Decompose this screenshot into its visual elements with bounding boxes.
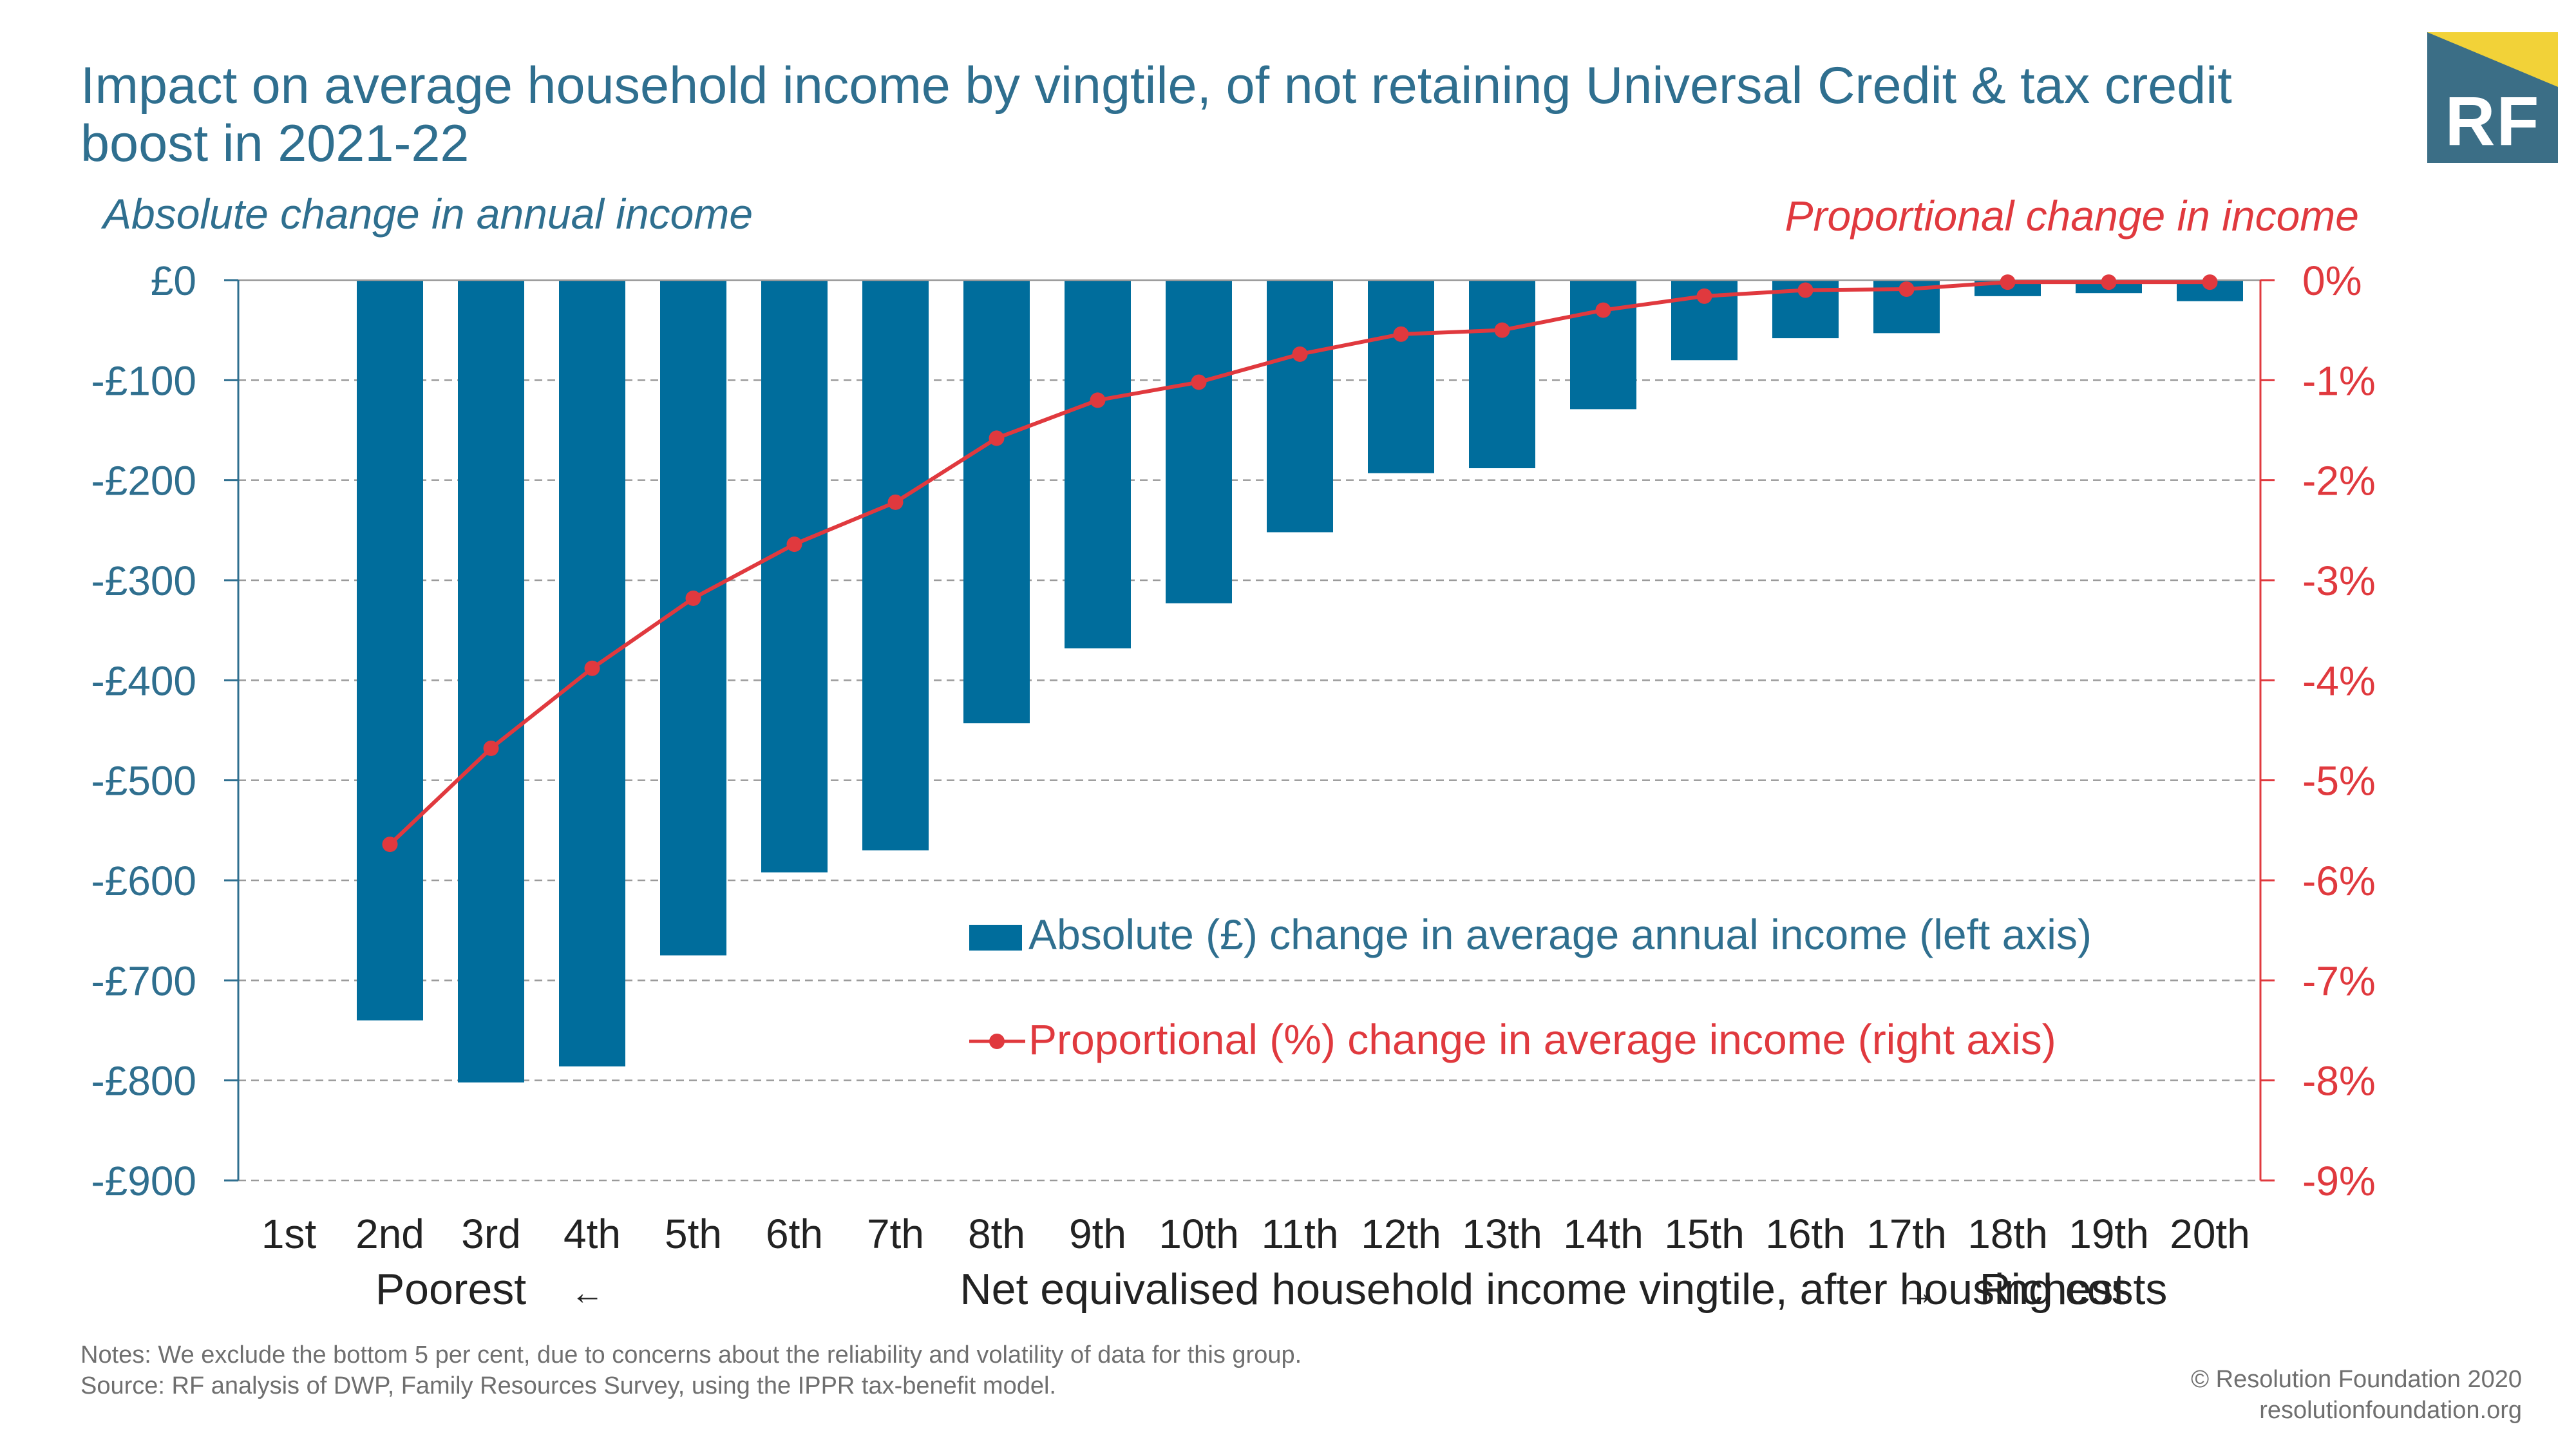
bar-2nd bbox=[357, 280, 423, 1021]
x-tick-label: 18th bbox=[1967, 1211, 2048, 1257]
chart-title: Impact on average household income by vi… bbox=[80, 57, 2232, 173]
x-tick-label: 5th bbox=[665, 1211, 722, 1257]
x-tick-label: 4th bbox=[564, 1211, 621, 1257]
x-tick-label: 17th bbox=[1866, 1211, 1947, 1257]
legend-line-label: Proportional (%) change in average incom… bbox=[1028, 1016, 2056, 1063]
line-point bbox=[1595, 302, 1611, 318]
copyright-block: © Resolution Foundation 2020 resolutionf… bbox=[2191, 1364, 2522, 1426]
x-tick-label: 15th bbox=[1664, 1211, 1745, 1257]
line-point bbox=[584, 660, 600, 676]
x-tick-label: 20th bbox=[2170, 1211, 2250, 1257]
line-point bbox=[1494, 322, 1510, 338]
line-point bbox=[1191, 374, 1207, 390]
legend-bar-swatch bbox=[969, 925, 1022, 951]
right-axis-title: Proportional change in income bbox=[1785, 192, 2359, 240]
right-tick-label: 0% bbox=[2302, 258, 2362, 304]
line-point bbox=[1090, 392, 1106, 408]
logo-accent-triangle bbox=[2427, 32, 2558, 87]
left-tick-label: -£800 bbox=[91, 1058, 196, 1104]
left-tick-label: -£600 bbox=[91, 858, 196, 904]
x-axis-title-part: ← bbox=[571, 1274, 604, 1312]
x-axis-title-part: → bbox=[1902, 1274, 1936, 1312]
line-point bbox=[1393, 326, 1409, 342]
x-tick-label: 14th bbox=[1563, 1211, 1643, 1257]
x-tick-label: 9th bbox=[1069, 1211, 1126, 1257]
notes-block: Notes: We exclude the bottom 5 per cent,… bbox=[80, 1340, 1302, 1401]
x-axis-title-part: Poorest bbox=[375, 1265, 526, 1314]
logo-text: RF bbox=[2445, 82, 2541, 160]
right-tick-label: -9% bbox=[2302, 1158, 2376, 1204]
bar-9th bbox=[1065, 280, 1131, 649]
right-tick-label: -8% bbox=[2302, 1058, 2376, 1104]
rf-logo: RF bbox=[2427, 32, 2558, 163]
x-tick-label: 3rd bbox=[461, 1211, 521, 1257]
legend-bar-label: Absolute (£) change in average annual in… bbox=[1028, 911, 2092, 958]
left-tick-label: -£200 bbox=[91, 458, 196, 504]
line-point bbox=[382, 837, 398, 853]
x-tick-label: 2nd bbox=[355, 1211, 424, 1257]
line-point bbox=[786, 536, 802, 553]
bar-14th bbox=[1570, 280, 1636, 410]
right-tick-label: -2% bbox=[2302, 458, 2376, 504]
bar-3rd bbox=[458, 280, 524, 1083]
left-tick-label: -£700 bbox=[91, 958, 196, 1004]
left-tick-label: £0 bbox=[151, 258, 196, 304]
bar-6th bbox=[761, 280, 828, 873]
line-point bbox=[1696, 288, 1712, 304]
right-tick-label: -1% bbox=[2302, 357, 2376, 404]
line-point bbox=[483, 740, 499, 756]
line-point bbox=[887, 494, 904, 510]
source-text: Source: RF analysis of DWP, Family Resou… bbox=[80, 1372, 1056, 1399]
bar-13th bbox=[1469, 280, 1535, 469]
chart-svg: £0 -£100 -£200 -£300 -£400 -£500 -£600 -£700 -£8… bbox=[91, 258, 2376, 1314]
notes-text: Notes: We exclude the bottom 5 per cent,… bbox=[80, 1341, 1302, 1368]
x-axis-title-part: Richest bbox=[1980, 1265, 2126, 1314]
line-point bbox=[1899, 281, 1915, 297]
bar-12th bbox=[1368, 280, 1434, 473]
line-point bbox=[685, 590, 701, 606]
left-tick-label: -£400 bbox=[91, 658, 196, 704]
x-tick-label: 13th bbox=[1462, 1211, 1542, 1257]
website-text: resolutionfoundation.org bbox=[2259, 1397, 2522, 1424]
right-tick-label: -6% bbox=[2302, 858, 2376, 904]
line-point bbox=[1292, 346, 1308, 362]
bar-5th bbox=[660, 280, 726, 956]
right-tick-label: -7% bbox=[2302, 958, 2376, 1004]
left-tick-label: -£500 bbox=[91, 758, 196, 804]
x-tick-label: 10th bbox=[1159, 1211, 1239, 1257]
left-axis-title: Absolute change in annual income bbox=[103, 190, 753, 238]
copyright-text: © Resolution Foundation 2020 bbox=[2191, 1366, 2522, 1393]
left-tick-label: -£300 bbox=[91, 558, 196, 604]
bar-10th bbox=[1166, 280, 1232, 603]
legend-line-marker bbox=[989, 1034, 1005, 1049]
x-tick-label: 7th bbox=[867, 1211, 924, 1257]
line-point bbox=[2101, 274, 2117, 290]
line-point bbox=[2202, 274, 2218, 290]
right-tick-label: -5% bbox=[2302, 758, 2376, 804]
line-point bbox=[1797, 282, 1814, 298]
x-tick-label: 1st bbox=[261, 1211, 317, 1257]
bar-8th bbox=[963, 280, 1030, 724]
line-point bbox=[989, 430, 1005, 446]
x-tick-label: 12th bbox=[1361, 1211, 1441, 1257]
right-tick-label: -3% bbox=[2302, 558, 2376, 604]
left-tick-label: -£900 bbox=[91, 1158, 196, 1204]
line-point bbox=[2000, 274, 2016, 290]
right-tick-label: -4% bbox=[2302, 658, 2376, 704]
bar-11th bbox=[1267, 280, 1333, 533]
x-tick-label: 8th bbox=[968, 1211, 1025, 1257]
x-tick-label: 16th bbox=[1765, 1211, 1846, 1257]
x-tick-label: 19th bbox=[2069, 1211, 2149, 1257]
x-tick-label: 6th bbox=[766, 1211, 823, 1257]
left-tick-label: -£100 bbox=[91, 357, 196, 404]
x-axis-title-part: Net equivalised household income vingtil… bbox=[960, 1265, 2168, 1314]
x-tick-label: 11th bbox=[1262, 1211, 1339, 1257]
bar-7th bbox=[862, 280, 929, 851]
